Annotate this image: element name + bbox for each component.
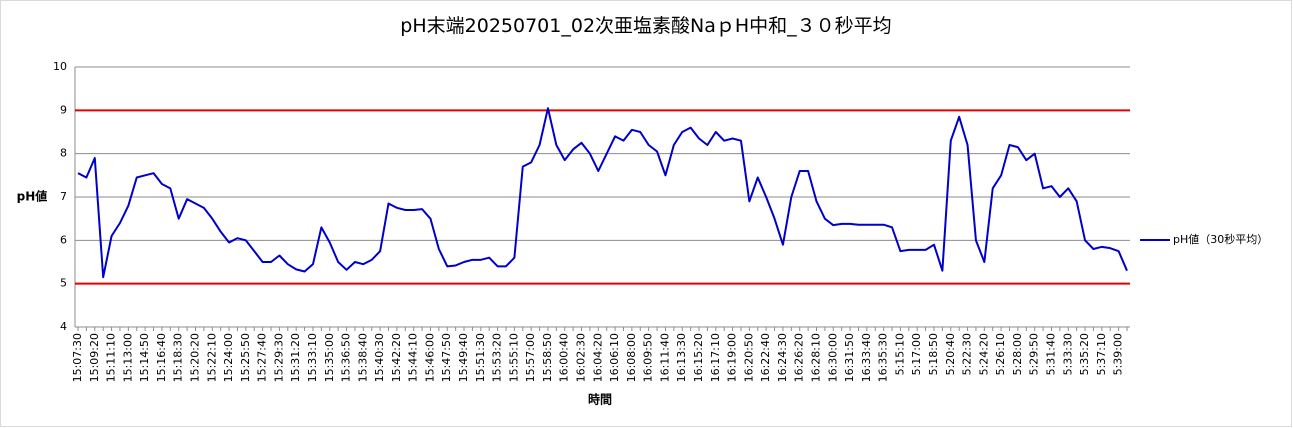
x-tick-label: 15:33:10 (306, 333, 319, 382)
x-tick-label: 15:42:20 (390, 333, 403, 382)
x-tick-label: 5:26:10 (994, 333, 1007, 375)
x-tick-label: 15:27:40 (256, 333, 269, 382)
x-tick-label: 5:33:30 (1061, 333, 1074, 375)
x-tick-label: 15:22:10 (205, 333, 218, 382)
chart-title: pH末端20250701_02次亜塩素酸NaｐH中和_３０秒平均 (400, 15, 891, 37)
x-tick-label: 16:11:40 (658, 333, 671, 382)
x-tick-label: 15:11:10 (105, 333, 118, 382)
x-tick-label: 15:16:40 (155, 333, 168, 382)
x-tick-label: 5:15:10 (893, 333, 906, 375)
x-tick-label: 15:46:00 (423, 333, 436, 382)
x-axis-label: 時間 (588, 392, 612, 407)
x-tick-label: 5:28:00 (1011, 333, 1024, 375)
x-tick-label: 15:29:30 (272, 333, 285, 382)
x-tick-label: 15:07:30 (71, 333, 84, 382)
data-line (77, 107, 1128, 279)
x-tick-label: 15:44:10 (407, 333, 420, 382)
y-tick-label: 10 (53, 60, 67, 73)
x-tick-label: 15:09:20 (88, 333, 101, 382)
x-tick-label: 16:33:40 (860, 333, 873, 382)
x-tick-label: 16:17:10 (709, 333, 722, 382)
x-tick-label: 15:13:00 (121, 333, 134, 382)
x-tick-label: 15:38:40 (356, 333, 369, 382)
y-tick-label: 8 (60, 147, 67, 160)
x-tick-label: 15:55:10 (507, 333, 520, 382)
x-tick-label: 5:18:50 (927, 333, 940, 375)
y-axis-label: pH値 (17, 189, 48, 204)
x-tick-label: 16:19:00 (726, 333, 739, 382)
x-tick-label: 16:24:30 (776, 333, 789, 382)
x-tick-label: 15:51:30 (474, 333, 487, 382)
x-tick-label: 15:57:00 (524, 333, 537, 382)
x-tick-label: 15:58:50 (541, 333, 554, 382)
x-tick-label: 15:47:50 (440, 333, 453, 382)
x-tick-label: 5:22:30 (961, 333, 974, 375)
y-tick-label: 5 (60, 277, 67, 290)
x-tick-label: 5:37:10 (1095, 333, 1108, 375)
x-tick-label: 16:00:40 (558, 333, 571, 382)
legend-label: pH値（30秒平均） (1173, 232, 1268, 246)
x-tick-label: 16:02:30 (575, 333, 588, 382)
x-tick-label: 16:08:00 (625, 333, 638, 382)
x-tick-label: 15:18:30 (172, 333, 185, 382)
x-tick-label: 5:24:20 (977, 333, 990, 375)
x-tick-label: 15:24:00 (222, 333, 235, 382)
x-tick-label: 15:25:50 (239, 333, 252, 382)
y-tick-label: 6 (60, 233, 67, 246)
x-tick-label: 16:15:20 (692, 333, 705, 382)
x-tick-label: 5:31:40 (1044, 333, 1057, 375)
x-tick-label: 16:22:40 (759, 333, 772, 382)
x-tick-label: 16:35:30 (877, 333, 890, 382)
y-tick-label: 4 (60, 320, 67, 333)
x-tick-label: 16:13:30 (675, 333, 688, 382)
x-tick-label: 5:39:00 (1112, 333, 1125, 375)
x-tick-label: 15:35:00 (323, 333, 336, 382)
x-tick-label: 16:09:50 (642, 333, 655, 382)
x-tick-label: 15:40:30 (373, 333, 386, 382)
x-tick-label: 5:29:50 (1028, 333, 1041, 375)
x-tick-label: 15:20:20 (188, 333, 201, 382)
x-tick-label: 5:20:40 (944, 333, 957, 375)
x-tick-label: 15:53:20 (491, 333, 504, 382)
x-tick-label: 16:26:20 (793, 333, 806, 382)
x-tick-label: 15:49:40 (457, 333, 470, 382)
x-tick-label: 16:20:50 (742, 333, 755, 382)
x-tick-label: 16:30:00 (826, 333, 839, 382)
x-tick-label: 5:35:20 (1078, 333, 1091, 375)
x-tick-label: 5:17:00 (910, 333, 923, 375)
x-tick-label: 16:06:10 (608, 333, 621, 382)
x-tick-label: 15:31:20 (289, 333, 302, 382)
x-tick-label: 16:31:50 (843, 333, 856, 382)
x-tick-label: 15:14:50 (138, 333, 151, 382)
y-tick-label: 9 (60, 103, 67, 116)
x-tick-label: 16:28:10 (809, 333, 822, 382)
x-tick-label: 16:04:20 (591, 333, 604, 382)
y-tick-label: 7 (60, 190, 67, 203)
x-tick-label: 15:36:50 (340, 333, 353, 382)
